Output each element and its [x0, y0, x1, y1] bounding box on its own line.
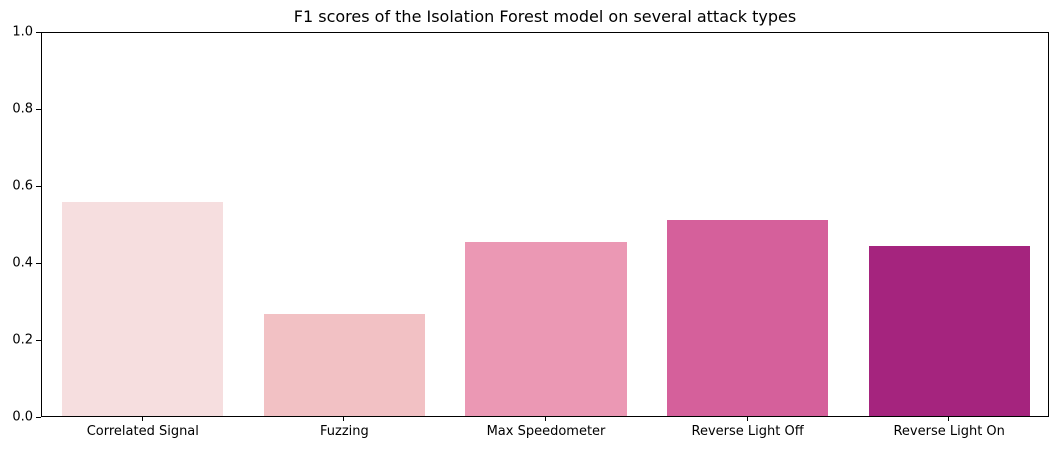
y-tick-label: 1.0 [12, 24, 33, 40]
y-tick-label: 0.8 [12, 101, 33, 117]
y-tick [36, 263, 41, 264]
y-tick [36, 417, 41, 418]
y-tick-label: 0.6 [12, 178, 33, 194]
y-tick-label: 0.4 [12, 255, 33, 271]
x-tick [948, 416, 950, 421]
bar-fuzzing [263, 313, 426, 416]
x-tick-label: Reverse Light On [893, 424, 1005, 439]
y-tick-label: 0.0 [12, 409, 33, 425]
y-tick [36, 340, 41, 341]
x-tick-label: Correlated Signal [86, 424, 199, 439]
x-tick [545, 416, 546, 421]
bar-max-speedometer [465, 241, 627, 416]
bar-reverse-light-off [666, 220, 829, 416]
y-tick [36, 32, 41, 33]
x-tick [141, 416, 143, 421]
y-tick [36, 186, 41, 187]
plot-area: 0.0 0.2 0.4 0.6 0.8 1.0 Correlated Signal Fuzzi… [12, 25, 1049, 439]
x-tick-label: Max Speedometer [486, 424, 606, 439]
x-tick-label: Reverse Light Off [691, 424, 804, 439]
bar-correlated-signal [62, 201, 224, 416]
x-tick [746, 416, 748, 421]
y-tick [36, 109, 41, 110]
bar-reverse-light-on [868, 245, 1030, 416]
x-tick-label: Fuzzing [320, 424, 369, 439]
chart-title: F1 scores of the Isolation Forest model … [293, 7, 797, 26]
y-tick-label: 0.2 [12, 332, 33, 348]
x-tick [343, 416, 345, 421]
